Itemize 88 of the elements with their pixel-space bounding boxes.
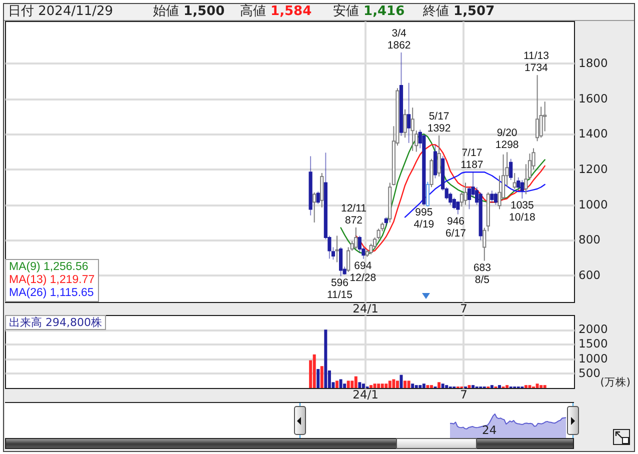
bar xyxy=(540,385,543,388)
chart-title: 出来高 294,800株 xyxy=(5,315,106,330)
annotation: 12/11 872 xyxy=(340,202,367,226)
bar xyxy=(350,380,354,388)
candlestick xyxy=(312,192,316,223)
y-tick-label: 1800 xyxy=(578,56,608,70)
bar xyxy=(422,384,426,388)
annotation: 683 8/5 xyxy=(473,262,492,286)
bar xyxy=(354,376,358,388)
bar xyxy=(400,374,403,388)
bar xyxy=(324,330,328,388)
candlestick xyxy=(403,108,407,138)
bar xyxy=(346,380,350,388)
x-tick-label: 7 xyxy=(460,388,468,402)
y-tick-label: 500 xyxy=(578,366,600,380)
x-tick-label: 24/1 xyxy=(352,302,378,316)
bar xyxy=(441,384,444,388)
annotation: 946 6/17 xyxy=(446,215,466,240)
bar xyxy=(490,385,494,388)
annotation: 3/4 1862 xyxy=(387,27,411,52)
bar xyxy=(498,385,501,388)
bar xyxy=(370,385,373,388)
bar xyxy=(404,380,407,388)
candlestick xyxy=(320,172,324,208)
text: MA(13) 1,219.77 xyxy=(9,274,95,287)
annotation: 5/17 1392 xyxy=(427,110,451,135)
bar xyxy=(388,380,392,388)
bar xyxy=(524,385,528,388)
bar xyxy=(418,385,422,388)
text: MA(9) 1,256.56 xyxy=(9,261,90,274)
y-tick-label: 800 xyxy=(578,232,600,247)
candlestick xyxy=(464,182,468,206)
bar xyxy=(468,385,471,388)
bar xyxy=(407,380,410,388)
y-tick-label: 1000 xyxy=(578,351,608,366)
bar xyxy=(320,366,324,388)
text: 高値 1,584 xyxy=(240,4,312,19)
annotation: 9/20 1298 xyxy=(495,127,519,152)
bar xyxy=(380,384,384,388)
candlestick xyxy=(410,107,414,152)
text: MA(26) 1,115.65 xyxy=(9,287,95,300)
candlestick xyxy=(512,172,516,190)
bar xyxy=(472,385,475,388)
annotation: 1035 10/18 xyxy=(509,200,536,224)
annotation: 995 4/19 xyxy=(414,206,434,231)
bar xyxy=(528,385,532,388)
bar xyxy=(426,385,430,388)
bar xyxy=(430,385,433,388)
y-tick-label: 1600 xyxy=(578,91,608,106)
text: 安値 1,416 xyxy=(333,4,405,19)
bar xyxy=(358,382,362,388)
bar xyxy=(438,382,441,388)
bar xyxy=(336,380,339,388)
annotation: 694 12/28 xyxy=(350,260,376,284)
text: 終値 1,507 xyxy=(423,4,495,19)
text: 始値 1,500 xyxy=(153,4,225,19)
bar xyxy=(445,385,448,388)
bar xyxy=(384,384,388,388)
bar xyxy=(316,369,320,388)
candlestick xyxy=(335,235,339,263)
y-tick-label: 1400 xyxy=(578,126,608,141)
x-tick-label: 7 xyxy=(460,302,468,316)
y-tick-label: 1200 xyxy=(578,162,608,176)
candlestick xyxy=(437,135,441,178)
x-tick-label: 24/1 xyxy=(352,388,378,402)
y-tick-label: 600 xyxy=(578,268,600,282)
candlestick xyxy=(535,74,540,142)
bar xyxy=(411,384,414,388)
candlestick xyxy=(354,226,358,250)
y-axis-title: (万株) xyxy=(600,376,630,388)
text: 日付 2024/11/29 xyxy=(8,4,114,19)
annotation: 24 xyxy=(482,423,497,437)
bar xyxy=(536,384,539,388)
bar xyxy=(377,384,380,388)
bar xyxy=(339,379,342,388)
bar xyxy=(312,354,316,388)
bar xyxy=(414,385,418,388)
bar xyxy=(392,379,396,388)
bar xyxy=(506,385,509,388)
bar xyxy=(543,385,546,388)
bar xyxy=(373,384,376,388)
bar xyxy=(396,380,399,388)
y-tick-label: 1000 xyxy=(578,197,608,212)
annotation: 11/13 1734 xyxy=(523,50,550,74)
bar xyxy=(362,384,365,388)
y-tick-label: 1500 xyxy=(578,336,608,351)
y-tick-label: 2000 xyxy=(578,322,608,336)
annotation: 7/17 1187 xyxy=(460,146,484,171)
